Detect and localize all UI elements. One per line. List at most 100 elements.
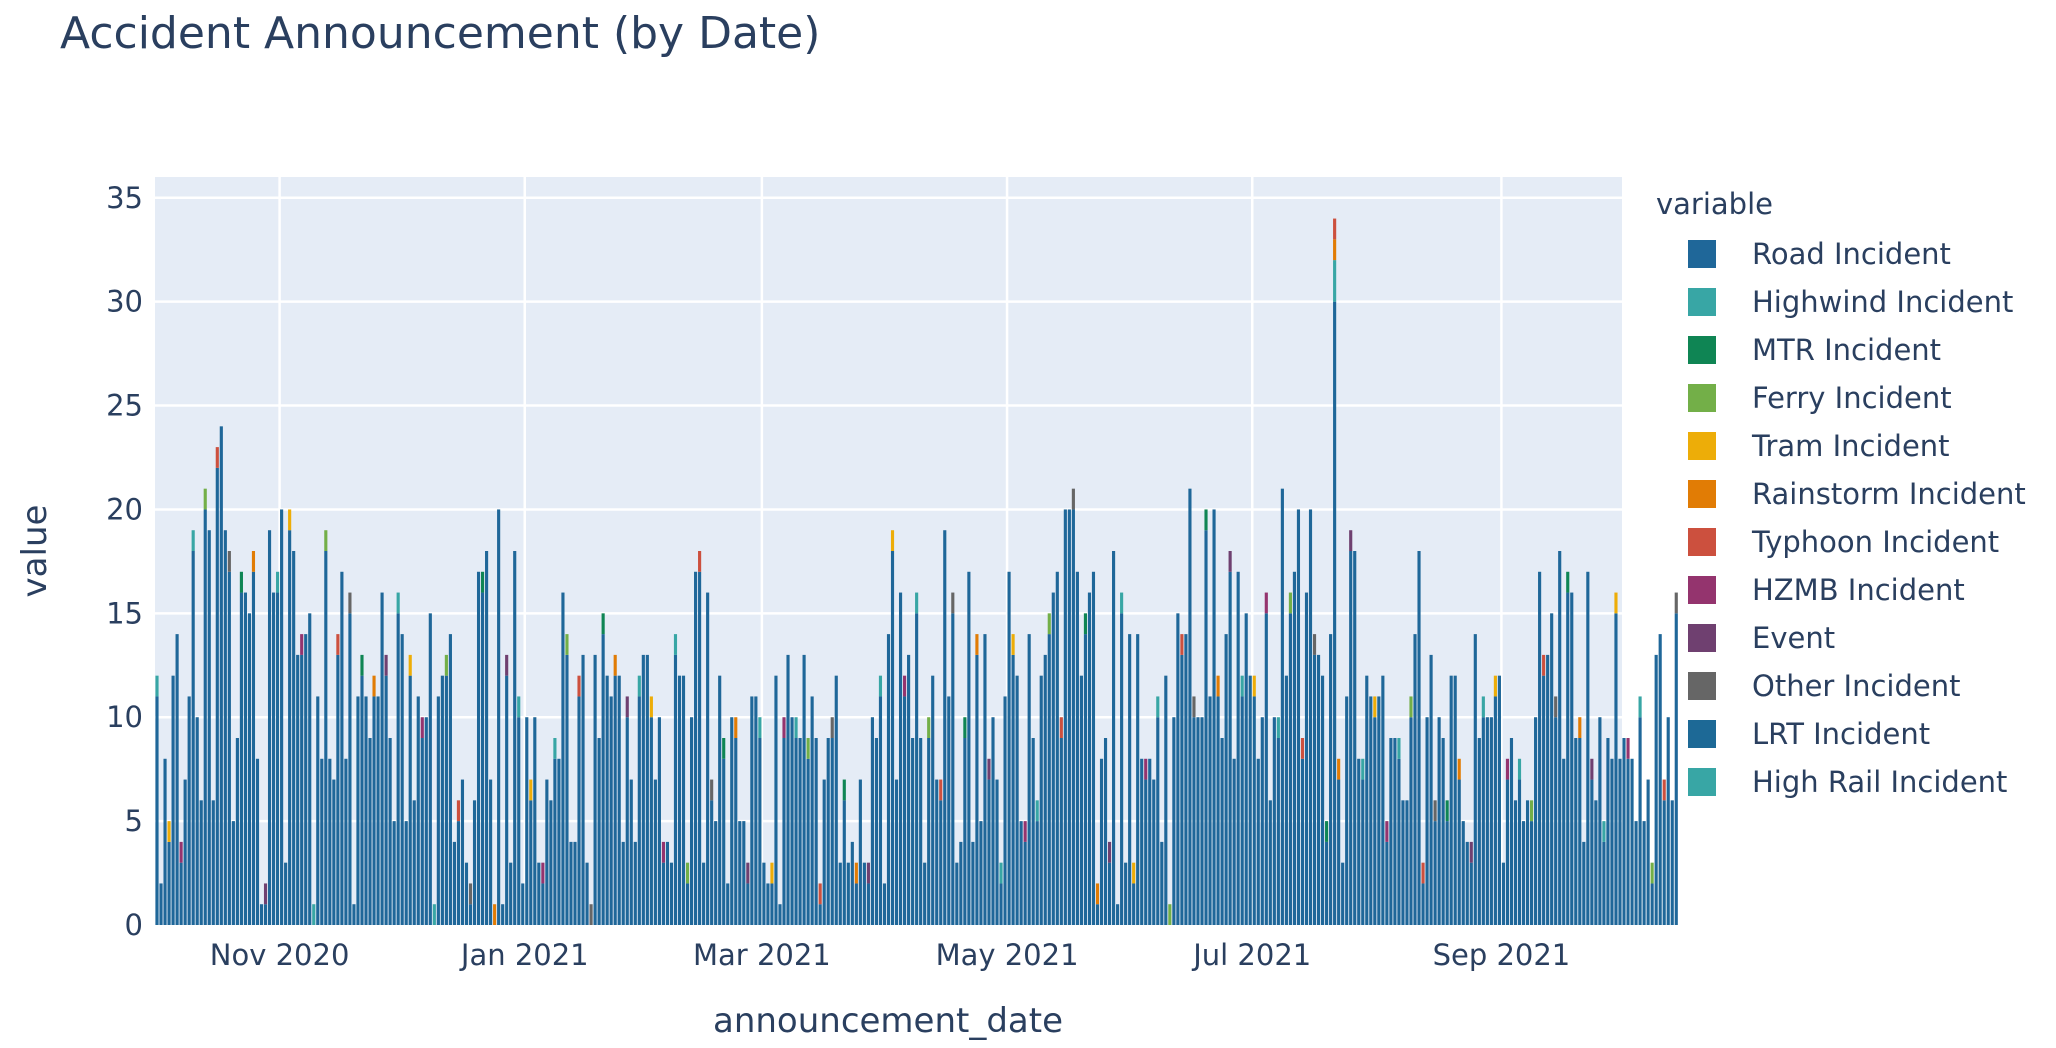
bar-road-incident — [1023, 841, 1027, 925]
legend-swatch — [1688, 336, 1716, 364]
bar-road-incident — [959, 841, 963, 925]
bar-road-incident — [698, 571, 702, 925]
bar-road-incident — [396, 613, 400, 925]
bar-other-segment — [1276, 717, 1280, 738]
bar-featured-segment — [1333, 301, 1337, 926]
bar-other-segment — [1626, 738, 1630, 759]
bar-road-incident — [1264, 613, 1268, 925]
bar-road-incident — [810, 696, 814, 925]
legend-items: Road Incident Highwind Incident MTR Incide… — [1688, 237, 2026, 799]
bar-road-incident — [1397, 758, 1401, 925]
legend-swatch — [1688, 624, 1716, 652]
bar-other-segment — [1035, 800, 1039, 822]
bar-road-incident — [1067, 509, 1071, 925]
bar-road-incident — [1433, 821, 1437, 925]
bar-road-incident — [509, 862, 513, 925]
bar-road-incident — [360, 675, 364, 925]
bar-featured-segment — [1333, 239, 1337, 261]
bar-road-incident — [854, 883, 858, 925]
bar-road-incident — [392, 821, 396, 925]
bar-road-incident — [1120, 613, 1124, 925]
bar-other-segment — [794, 717, 798, 738]
bar-road-incident — [754, 696, 758, 925]
bar-road-incident — [1280, 488, 1284, 925]
bar-other-segment — [999, 862, 1003, 884]
bar-road-incident — [1618, 758, 1622, 925]
bar-road-incident — [203, 509, 207, 925]
bar-other-segment — [553, 738, 557, 759]
bar-road-incident — [1031, 738, 1035, 925]
bar-road-incident — [758, 738, 762, 925]
bar-road-incident — [1304, 592, 1309, 925]
bar-road-incident — [1461, 821, 1465, 925]
x-tick-label: Nov 2020 — [210, 938, 350, 972]
bar-road-incident — [1353, 551, 1357, 925]
bar-other-segment — [1132, 862, 1136, 884]
bar-road-incident — [629, 779, 633, 925]
bar-road-incident — [706, 592, 710, 925]
x-axis-ticks: Nov 2020 Jan 2021 Mar 2021 May 2021 Jul 2021… — [210, 938, 1570, 972]
bar-other-segment — [710, 779, 714, 801]
bar-road-incident — [561, 592, 565, 925]
bar-other-segment — [842, 779, 846, 801]
bar-road-incident — [1027, 634, 1031, 925]
bar-road-incident — [1481, 717, 1485, 925]
bar-road-incident — [862, 862, 866, 925]
bar-road-incident — [1132, 883, 1136, 925]
y-tick-label: 5 — [125, 804, 143, 838]
bar-road-incident — [681, 675, 686, 925]
bar-road-incident — [263, 904, 268, 925]
bar-road-incident — [1634, 821, 1638, 925]
bar-road-incident — [1011, 654, 1015, 925]
bar-road-incident — [545, 779, 549, 925]
bar-road-incident — [364, 696, 368, 925]
bar-other-segment — [1445, 800, 1449, 822]
bar-other-segment — [300, 634, 304, 655]
bar-road-incident — [501, 904, 505, 925]
bar-road-incident — [199, 800, 203, 925]
bar-road-incident — [1079, 675, 1083, 925]
bar-other-segment — [1385, 821, 1389, 842]
bar-road-incident — [605, 675, 609, 925]
bar-road-incident — [328, 758, 332, 925]
bar-road-incident — [207, 530, 211, 925]
bar-road-incident — [344, 758, 348, 925]
bar-road-incident — [356, 696, 360, 925]
bar-other-segment — [1493, 675, 1497, 697]
bar-road-incident — [1116, 904, 1120, 925]
bar-road-incident — [1630, 758, 1634, 925]
bar-road-incident — [1658, 634, 1662, 925]
bar-road-incident — [428, 613, 432, 925]
bar-other-segment — [1288, 592, 1292, 614]
bar-road-incident — [348, 613, 352, 925]
bar-road-incident — [1646, 779, 1650, 925]
bar-road-incident — [231, 821, 235, 925]
bar-road-incident — [424, 717, 428, 925]
bar-road-incident — [661, 862, 665, 925]
bar-road-incident — [782, 738, 786, 925]
bar-other-segment — [1590, 758, 1594, 780]
bar-road-incident — [597, 738, 601, 925]
bar-road-incident — [886, 634, 891, 925]
x-tick-label: Sep 2021 — [1433, 938, 1571, 972]
bar-road-incident — [267, 530, 272, 925]
bar-other-segment — [276, 571, 280, 593]
bar-road-incident — [1489, 717, 1493, 925]
bar-road-incident — [1047, 634, 1051, 925]
bar-other-segment — [987, 758, 991, 780]
bar-road-incident — [416, 696, 420, 925]
bar-other-segment — [1156, 696, 1160, 718]
bar-other-segment — [1264, 592, 1268, 614]
bar-road-incident — [505, 675, 509, 925]
bar-other-segment — [384, 654, 388, 676]
bar-road-incident — [195, 717, 199, 925]
bar-road-incident — [955, 862, 959, 925]
legend-label: Event — [1752, 621, 1835, 655]
bar-road-incident — [1321, 675, 1325, 925]
bar-road-incident — [320, 758, 324, 925]
bar-other-segment — [782, 717, 786, 738]
bar-road-incident — [1485, 717, 1489, 925]
bar-other-segment — [1144, 758, 1148, 780]
legend-label: Highwind Incident — [1752, 285, 2013, 319]
